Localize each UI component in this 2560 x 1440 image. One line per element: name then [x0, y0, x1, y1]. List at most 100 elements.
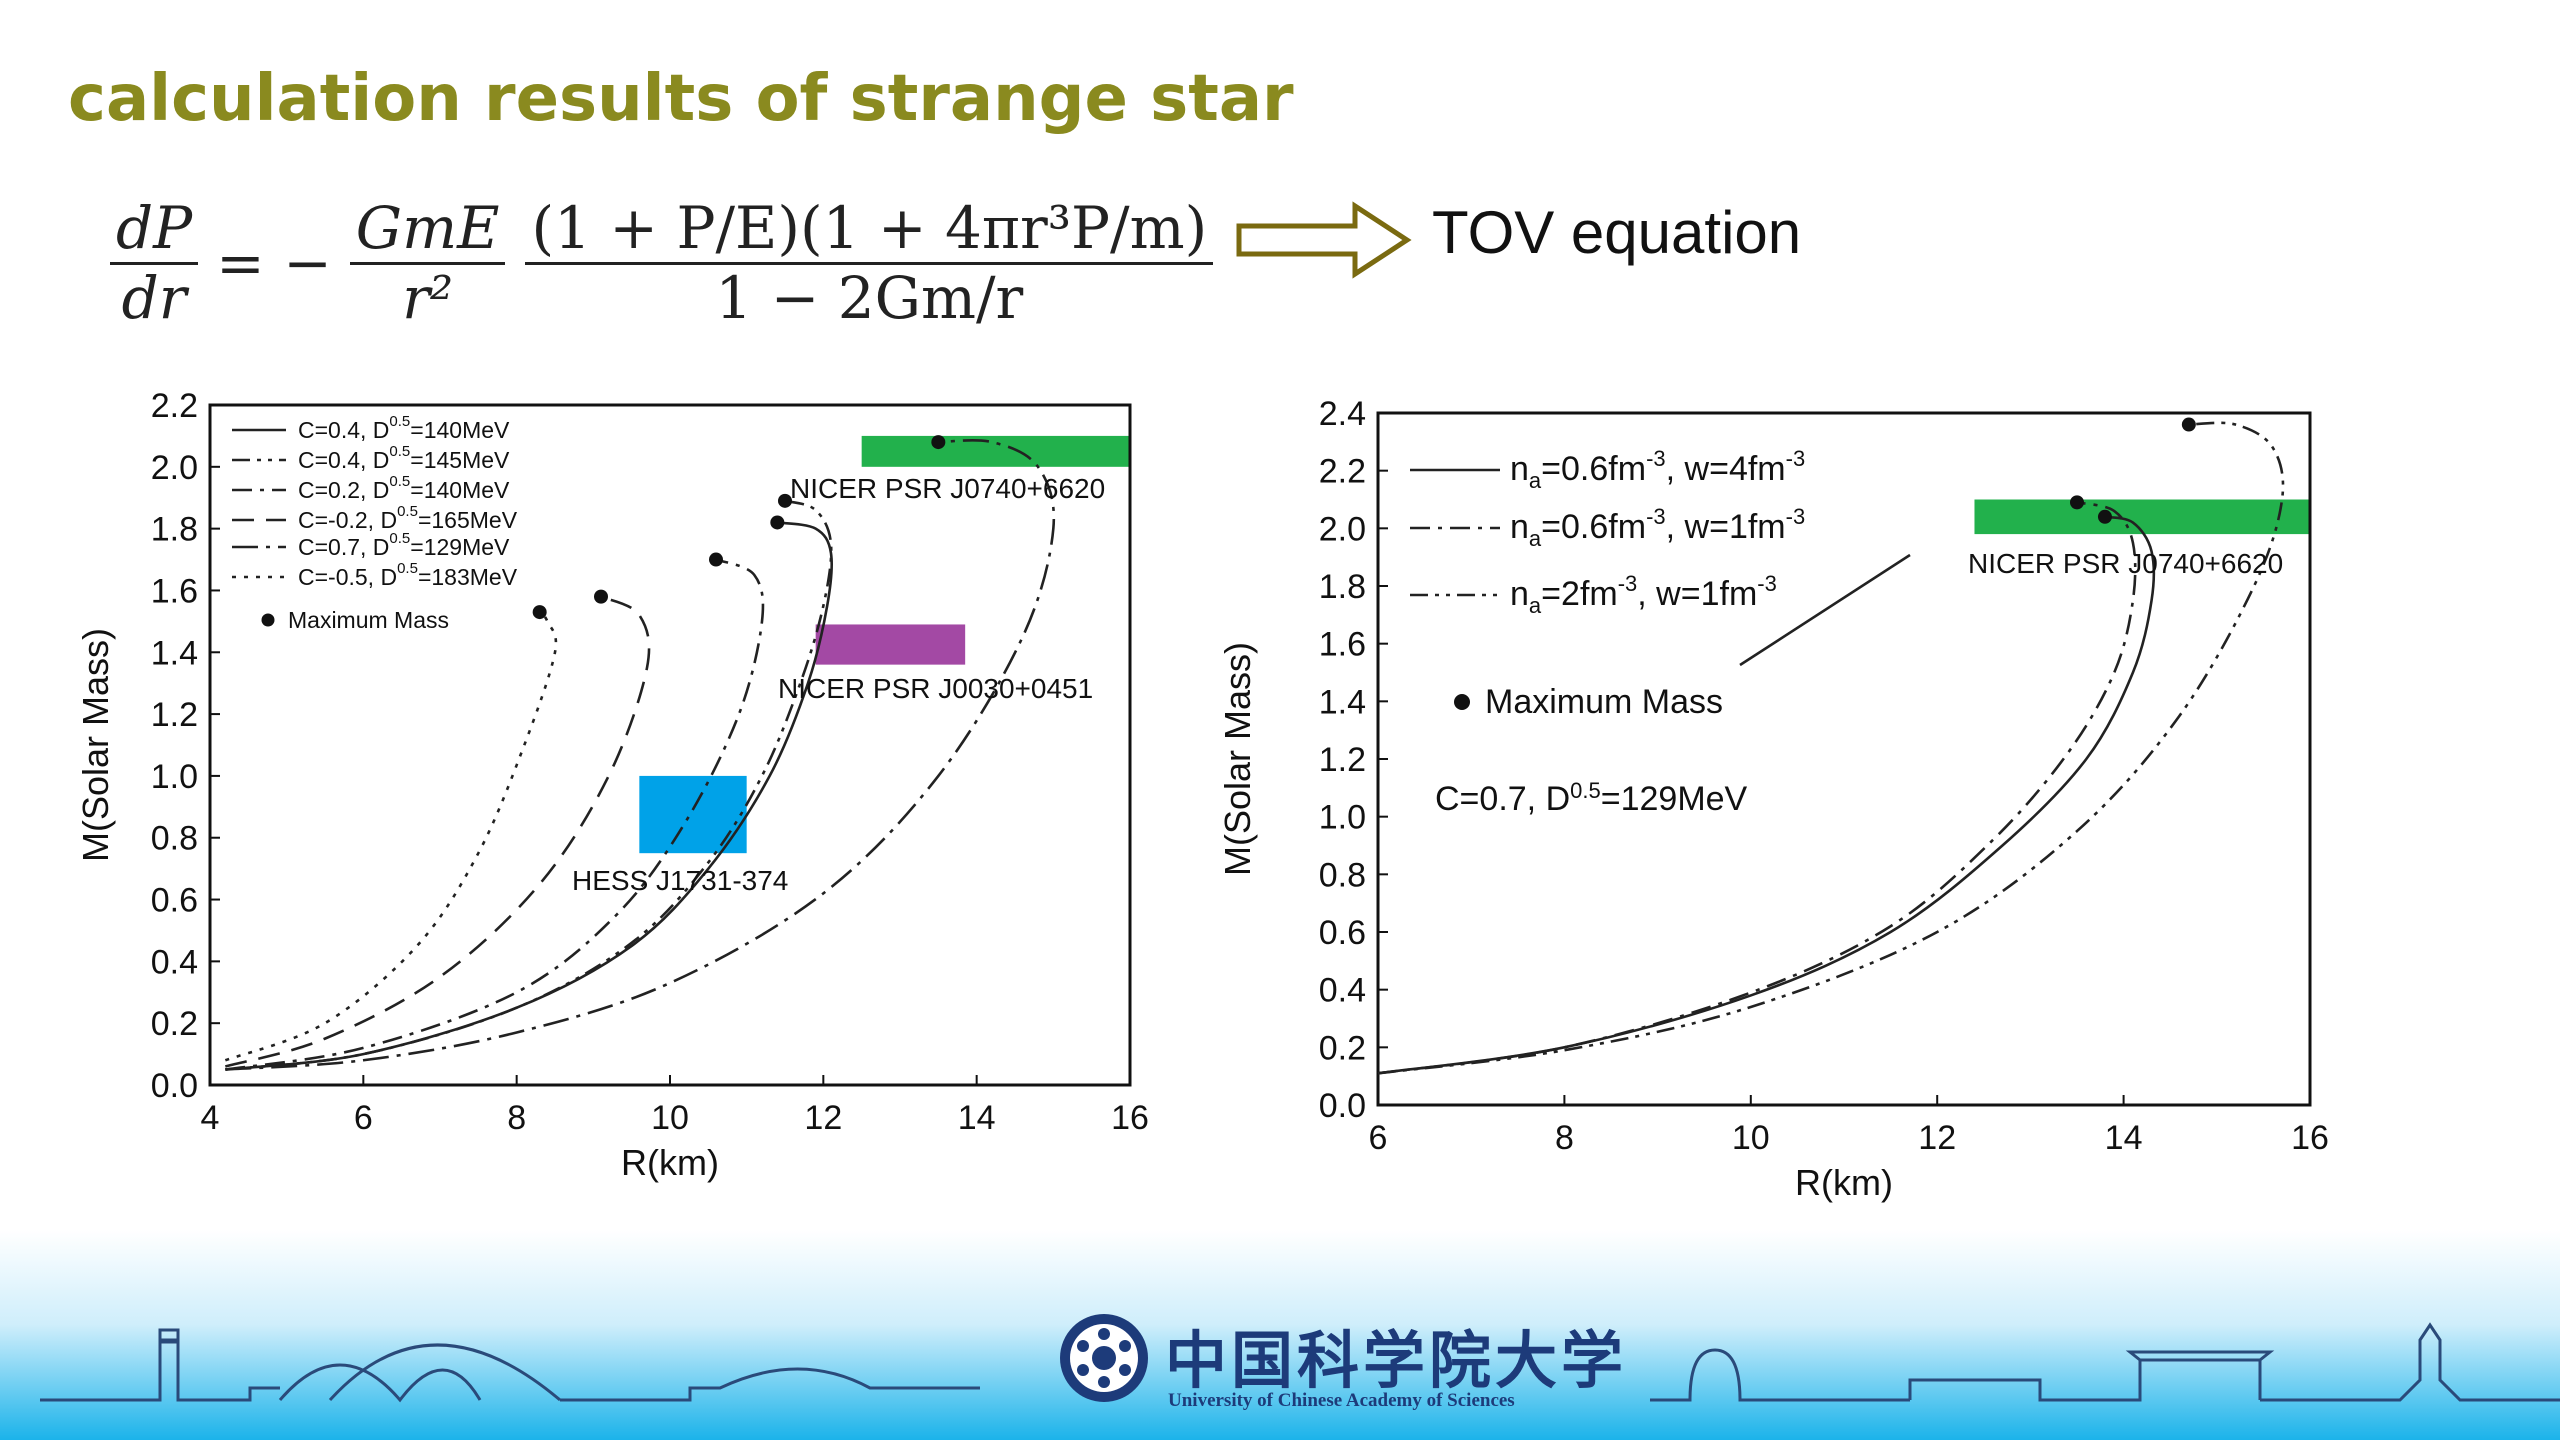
max-mass-point — [770, 515, 785, 530]
legend-text: =140MeV — [410, 417, 510, 443]
lhs-fraction: dP dr — [110, 195, 199, 332]
legend-label: Maximum Mass — [288, 607, 449, 633]
y-tick-label: 1.4 — [1319, 683, 1366, 721]
y-tick-label: 1.6 — [1319, 626, 1366, 664]
legend-text: fm — [1608, 450, 1646, 488]
equals-minus: = − — [216, 229, 332, 298]
legend-text: =129MeV — [410, 534, 510, 560]
y-tick-label: 2.0 — [151, 449, 198, 487]
legend-text: C=0.4, — [298, 447, 373, 473]
x-tick-label: 6 — [1369, 1119, 1388, 1157]
y-tick-label: 1.4 — [151, 634, 198, 672]
chart-annotation: C=0.7, D0.5=129MeV — [1435, 778, 1748, 818]
x-tick-label: 8 — [507, 1099, 526, 1137]
legend-text: =0.6 — [1541, 450, 1608, 488]
box-label: NICER PSR J0740+6620 — [1968, 548, 2283, 579]
y-tick-label: 0.6 — [151, 882, 198, 920]
superscript: 0.5 — [389, 473, 410, 490]
superscript: -3 — [1618, 571, 1638, 596]
first-numerator: GmE — [355, 194, 500, 262]
legend-text: =129MeV — [1601, 780, 1748, 818]
y-tick-label: 1.8 — [151, 511, 198, 549]
max-mass-point — [778, 493, 792, 508]
superscript: -3 — [1786, 504, 1806, 529]
y-tick-label: 0.6 — [1319, 914, 1366, 952]
x-axis-label: R(km) — [621, 1142, 719, 1183]
x-tick-label: 16 — [1111, 1099, 1149, 1137]
legend-text: D — [1546, 780, 1571, 818]
legend-label: Maximum Mass — [1485, 683, 1723, 721]
legend-text: =165MeV — [418, 507, 518, 533]
y-tick-label: 2.2 — [1319, 453, 1366, 491]
right-arrow-icon — [1236, 201, 1412, 279]
legend-marker — [1454, 694, 1470, 710]
max-mass-point — [594, 589, 608, 604]
y-tick-label: 0.4 — [1319, 972, 1366, 1010]
legend-text: D — [380, 564, 397, 590]
legend-text: =145MeV — [410, 447, 510, 473]
legend-text: n — [1510, 450, 1529, 488]
x-tick-label: 12 — [1918, 1119, 1956, 1157]
legend-pointer-line — [1739, 553, 1911, 667]
superscript: -3 — [1646, 446, 1666, 471]
x-tick-label: 14 — [2105, 1119, 2143, 1157]
y-tick-label: 0.8 — [1319, 856, 1366, 894]
legend-label: C=0.2, D0.5=140MeV — [298, 473, 510, 503]
x-tick-label: 6 — [354, 1099, 373, 1137]
y-tick-label: 0.0 — [151, 1067, 198, 1105]
y-axis-label: M(Solar Mass) — [75, 628, 116, 862]
subscript: a — [1529, 593, 1542, 618]
legend-text: fm — [1748, 508, 1786, 546]
second-fraction: (1 + P/E)(1 + 4πr³P/m) 1 − 2Gm/r — [525, 194, 1214, 331]
slide-title: calculation results of strange star — [68, 62, 1294, 136]
y-tick-label: 1.0 — [1319, 799, 1366, 837]
legend-text: fm — [1720, 575, 1758, 613]
y-tick-label: 0.8 — [151, 820, 198, 858]
data-box — [815, 624, 966, 665]
chart-left: 4 6 8 10 12 14 16 0.0 0.2 0.4 0.6 0.8 1.0 1.2 1.4 1.6 1.… — [75, 387, 1149, 1183]
y-tick-label: 1.8 — [1319, 568, 1366, 606]
series-line — [224, 595, 651, 1068]
y-tick-label: 0.0 — [1319, 1087, 1366, 1125]
legend-text: C=0.2, — [298, 477, 373, 503]
legend-text: D — [373, 447, 390, 473]
superscript: -3 — [1757, 571, 1777, 596]
legend-text: =2 — [1541, 575, 1580, 613]
max-mass-point — [2070, 495, 2084, 510]
y-tick-label: 1.2 — [151, 696, 198, 734]
y-tick-label: 0.4 — [151, 943, 198, 981]
second-numerator: (1 + P/E)(1 + 4πr³P/m) — [531, 194, 1208, 262]
lhs-denominator: dr — [121, 263, 187, 332]
superscript: 0.5 — [389, 413, 410, 430]
legend-text: C=0.7, — [298, 534, 373, 560]
box-label: NICER PSR J0740+6620 — [790, 473, 1105, 504]
legend-text: D — [373, 417, 390, 443]
legend-text: , w=1 — [1637, 575, 1719, 613]
x-tick-label: 4 — [201, 1099, 220, 1137]
x-tick-label: 14 — [958, 1099, 996, 1137]
superscript: 0.5 — [397, 560, 418, 577]
legend-text: =0.6 — [1541, 508, 1608, 546]
legend-text: , w=4 — [1666, 450, 1748, 488]
series-line — [1377, 421, 2285, 1075]
legend-label: C=0.4, D0.5=140MeV — [298, 413, 510, 443]
fraction-bar — [525, 261, 1214, 265]
superscript: 0.5 — [389, 443, 410, 460]
legend-text: D — [373, 534, 390, 560]
y-tick-label: 2.4 — [1319, 395, 1366, 433]
fraction-bar — [110, 261, 199, 265]
y-tick-label: 0.2 — [151, 1005, 198, 1043]
superscript: -3 — [1786, 446, 1806, 471]
legend-label: C=-0.5, D0.5=183MeV — [298, 560, 518, 590]
superscript: -3 — [1646, 504, 1666, 529]
legend-label: C=0.4, D0.5=145MeV — [298, 443, 510, 473]
legend-label: C=-0.2, D0.5=165MeV — [298, 503, 518, 533]
legend-label: na=2fm-3, w=1fm-3 — [1510, 571, 1777, 618]
y-axis-label: M(Solar Mass) — [1217, 642, 1258, 876]
series-line — [225, 521, 834, 1071]
first-fraction: GmE r² — [349, 194, 506, 331]
fraction-bar — [349, 261, 506, 265]
max-mass-point — [931, 435, 946, 450]
data-box — [861, 435, 1130, 467]
y-tick-label: 1.0 — [151, 758, 198, 796]
